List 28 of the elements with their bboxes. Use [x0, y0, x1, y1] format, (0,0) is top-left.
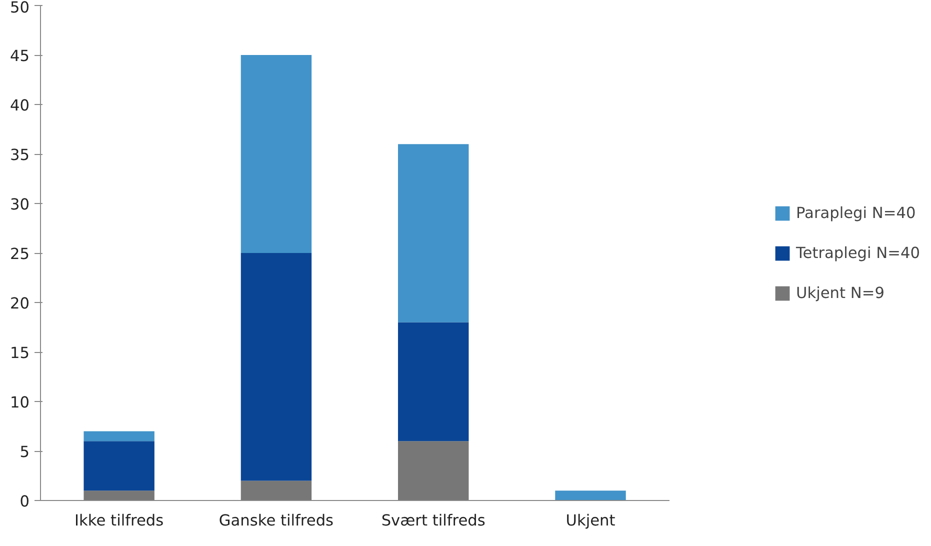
y-tick-label: 20 — [10, 294, 30, 312]
legend-label: Paraplegi N=40 — [796, 204, 916, 222]
y-tick-label: 5 — [20, 443, 30, 461]
y-tick-label: 15 — [10, 344, 30, 362]
y-tick-label: 25 — [10, 245, 30, 263]
legend-label: Ukjent N=9 — [796, 284, 884, 302]
y-tick-label: 0 — [20, 492, 30, 510]
bar — [555, 490, 626, 500]
bar — [84, 441, 154, 491]
x-tick-label: Ikke tilfreds — [74, 512, 164, 530]
x-tick-label: Svært tilfreds — [381, 512, 486, 530]
bar — [398, 144, 469, 322]
x-tick-label: Ganske tilfreds — [218, 512, 334, 530]
y-tick-label: 10 — [10, 394, 30, 412]
bar — [84, 431, 154, 442]
bar — [240, 480, 312, 500]
bar — [240, 55, 312, 253]
bar — [240, 253, 312, 481]
bar — [84, 490, 154, 500]
bar — [398, 322, 469, 442]
legend-label: Tetraplegi N=40 — [796, 244, 920, 262]
y-tick-label: 40 — [10, 96, 30, 114]
y-tick-label: 35 — [10, 146, 30, 164]
x-tick-label: Ukjent — [566, 512, 616, 530]
y-tick-label: 30 — [10, 196, 30, 214]
y-tick-label: 50 — [10, 0, 30, 16]
y-tick-label: 45 — [10, 47, 30, 65]
bar — [398, 441, 469, 500]
